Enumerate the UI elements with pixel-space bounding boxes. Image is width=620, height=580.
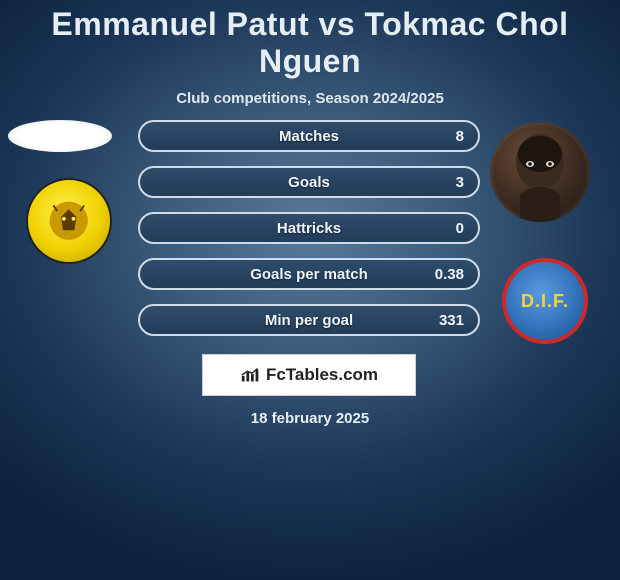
date-text: 18 february 2025 bbox=[0, 410, 620, 427]
player-right-avatar bbox=[490, 122, 590, 222]
stat-right-value: 8 bbox=[456, 128, 464, 145]
stat-row: Min per goal 331 bbox=[138, 304, 480, 336]
stat-label: Goals bbox=[140, 174, 478, 191]
stat-right-value: 0 bbox=[456, 220, 464, 237]
chart-icon bbox=[240, 366, 262, 384]
stat-row: Matches 8 bbox=[138, 120, 480, 152]
brand-text: FcTables.com bbox=[266, 365, 378, 385]
page-subtitle: Club competitions, Season 2024/2025 bbox=[0, 90, 620, 107]
stat-label: Matches bbox=[140, 128, 478, 145]
stat-label: Goals per match bbox=[140, 266, 478, 283]
stat-label: Hattricks bbox=[140, 220, 478, 237]
club-right-label: D.I.F. bbox=[521, 291, 569, 312]
brand-watermark: FcTables.com bbox=[202, 354, 416, 396]
stat-row: Hattricks 0 bbox=[138, 212, 480, 244]
club-right-badge: D.I.F. bbox=[502, 258, 588, 344]
stat-label: Min per goal bbox=[140, 312, 478, 329]
club-left-badge bbox=[26, 178, 112, 264]
stat-right-value: 331 bbox=[439, 312, 464, 329]
stat-row: Goals per match 0.38 bbox=[138, 258, 480, 290]
stat-row: Goals 3 bbox=[138, 166, 480, 198]
stat-right-value: 3 bbox=[456, 174, 464, 191]
stat-right-value: 0.38 bbox=[435, 266, 464, 283]
stats-list: Matches 8 Goals 3 Hattricks 0 Goals per … bbox=[138, 120, 480, 350]
player-left-avatar bbox=[8, 120, 112, 152]
page-title: Emmanuel Patut vs Tokmac Chol Nguen bbox=[0, 0, 620, 80]
